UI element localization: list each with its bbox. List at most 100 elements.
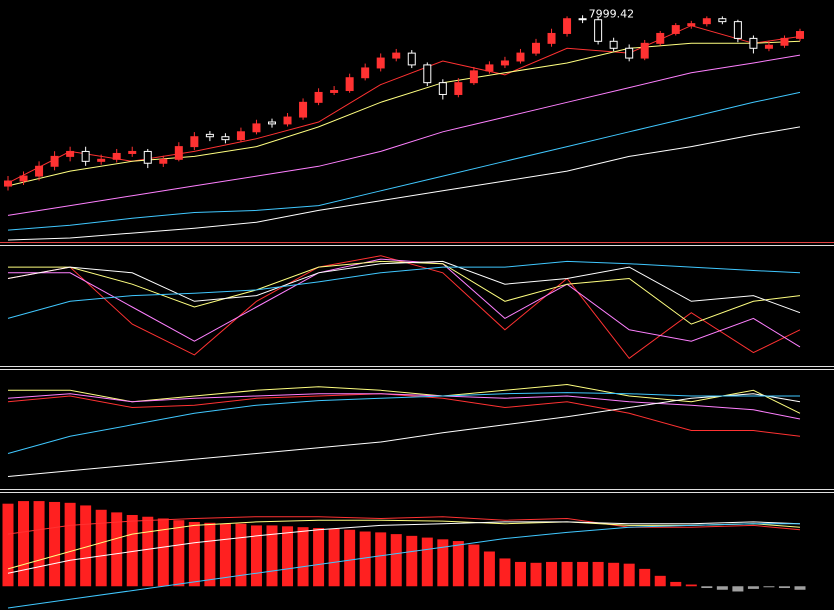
histogram-bar: [157, 518, 169, 587]
histogram-bar: [763, 586, 775, 588]
candle-body: [625, 47, 634, 59]
histogram-bar: [794, 586, 806, 590]
candle-body: [174, 146, 183, 160]
candle-body: [407, 52, 416, 66]
candle-body: [609, 40, 618, 49]
candle-body: [594, 19, 603, 42]
indicator-line: [8, 383, 801, 414]
indicator-line: [7, 260, 801, 319]
indicator-line: [7, 521, 801, 574]
indicator-line: [7, 91, 801, 231]
candle-body: [796, 31, 804, 39]
histogram-bar: [514, 561, 526, 587]
indicator-line: [7, 392, 800, 454]
histogram-bar: [623, 563, 635, 587]
histogram-bar: [266, 525, 278, 587]
histogram-bar: [235, 523, 247, 587]
candle-body: [81, 150, 90, 162]
indicator-line: [7, 126, 801, 241]
histogram-bar: [328, 528, 340, 587]
candle-body: [190, 136, 199, 148]
histogram-bar: [685, 584, 697, 587]
histogram-bar: [142, 516, 154, 587]
histogram-bar: [483, 551, 495, 587]
candle-body: [578, 18, 587, 21]
candle-body: [640, 42, 649, 59]
indicator-line: [7, 54, 801, 216]
indicator-line: [7, 393, 801, 437]
indicator-line: [7, 40, 801, 187]
histogram-bar: [670, 581, 682, 587]
candle-body: [4, 180, 12, 187]
histogram-bar: [49, 501, 61, 587]
histogram-bar: [701, 586, 713, 589]
histogram-bar: [592, 561, 604, 587]
candle-body: [361, 67, 370, 79]
histogram-bar: [468, 544, 480, 587]
histogram-bar: [546, 561, 558, 587]
candle-body: [671, 25, 680, 34]
price-label: 7999.42: [589, 7, 635, 20]
histogram-bar: [126, 514, 138, 587]
candle-body: [718, 18, 727, 23]
histogram-bar: [33, 501, 45, 587]
histogram-bar: [173, 520, 185, 587]
candle-body: [143, 150, 152, 164]
candle-body: [221, 136, 230, 141]
candle-body: [500, 60, 509, 66]
indicator-line: [7, 260, 801, 314]
candle-body: [547, 32, 556, 44]
candle-body: [764, 44, 773, 49]
candle-body: [314, 91, 323, 103]
histogram-bar: [437, 539, 449, 587]
candle-body: [749, 37, 758, 49]
candle-body: [376, 57, 385, 69]
histogram-bar: [95, 509, 107, 587]
candle-body: [702, 18, 711, 25]
candle-body: [299, 101, 308, 118]
histogram-bar: [406, 535, 418, 587]
indicator-line: [7, 523, 800, 609]
candle-body: [563, 18, 572, 34]
candle-body: [283, 116, 292, 125]
histogram-bar: [80, 505, 92, 587]
indicator-line: [7, 516, 801, 535]
indicator-line: [8, 258, 801, 348]
histogram-bar: [250, 525, 262, 587]
histogram-bar: [64, 502, 76, 587]
candle-body: [733, 21, 742, 39]
histogram-bar: [778, 586, 790, 589]
histogram-bar: [297, 527, 309, 587]
histogram-bar: [561, 561, 573, 587]
candle-body: [485, 64, 494, 72]
histogram-bar: [747, 586, 759, 589]
histogram-bar: [654, 575, 666, 587]
indicator-line: [7, 393, 801, 420]
candle-body: [469, 70, 478, 84]
histogram-bar: [282, 526, 294, 587]
histogram-bar: [2, 503, 14, 587]
candle-body: [19, 175, 28, 182]
histogram-bar: [639, 568, 651, 587]
histogram-bar: [608, 562, 620, 587]
histogram-bar: [421, 537, 433, 587]
histogram-bar: [499, 558, 511, 587]
histogram-bar: [111, 512, 123, 587]
candle-body: [438, 82, 447, 95]
candle-body: [159, 158, 168, 164]
histogram-bar: [390, 534, 402, 587]
candle-body: [112, 152, 121, 160]
candle-body: [97, 158, 106, 162]
candle-body: [268, 121, 276, 125]
candle-body: [656, 32, 665, 44]
candle-body: [128, 150, 137, 154]
candle-body: [66, 150, 75, 157]
histogram-bar: [219, 523, 231, 587]
indicator-line: [7, 393, 801, 477]
histogram-bar: [344, 529, 356, 587]
candle-body: [345, 77, 354, 92]
candle-body: [687, 23, 696, 27]
histogram-bar: [204, 522, 216, 587]
candle-body: [454, 82, 463, 95]
